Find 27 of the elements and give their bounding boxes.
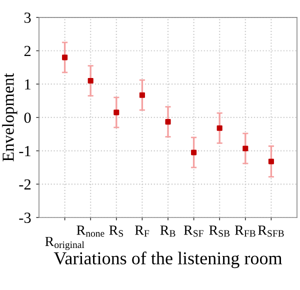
y-tick-label: -2 — [19, 179, 31, 190]
point — [88, 78, 94, 84]
point — [268, 158, 274, 164]
y-tick-label: 2 — [24, 46, 31, 56]
point — [114, 110, 120, 116]
point — [62, 54, 68, 60]
x-tick-label: R$_{B}$ — [160, 226, 176, 237]
y-tick-label: -1 — [19, 146, 30, 156]
x-tick-label: R$_{FB}$ — [234, 226, 256, 237]
x-tick-label: R$_{SB}$ — [209, 226, 230, 237]
y-axis-title: Envelopment — [2, 73, 18, 162]
x-tick-label: R$_{SFB}$ — [258, 226, 284, 237]
point — [139, 92, 145, 98]
x-tick-label: R$_{SF}$ — [184, 226, 204, 237]
x-tick-label: R$_{none}$ — [76, 226, 104, 237]
y-tick-label: -3 — [19, 212, 31, 223]
point — [242, 146, 248, 152]
point — [216, 125, 222, 131]
y-tick-label: 0 — [24, 112, 31, 123]
y-tick-label: 3 — [24, 12, 31, 23]
x-tick-label: R$_{original}$ — [45, 236, 84, 250]
point — [191, 150, 197, 156]
y-tick-label: 1 — [25, 79, 30, 90]
point — [165, 119, 171, 125]
x-tick-label: R$_{F}$ — [135, 226, 150, 237]
x-axis-title: Variations of the listening room — [54, 252, 282, 268]
x-tick-label: R$_{S}$ — [109, 226, 124, 237]
